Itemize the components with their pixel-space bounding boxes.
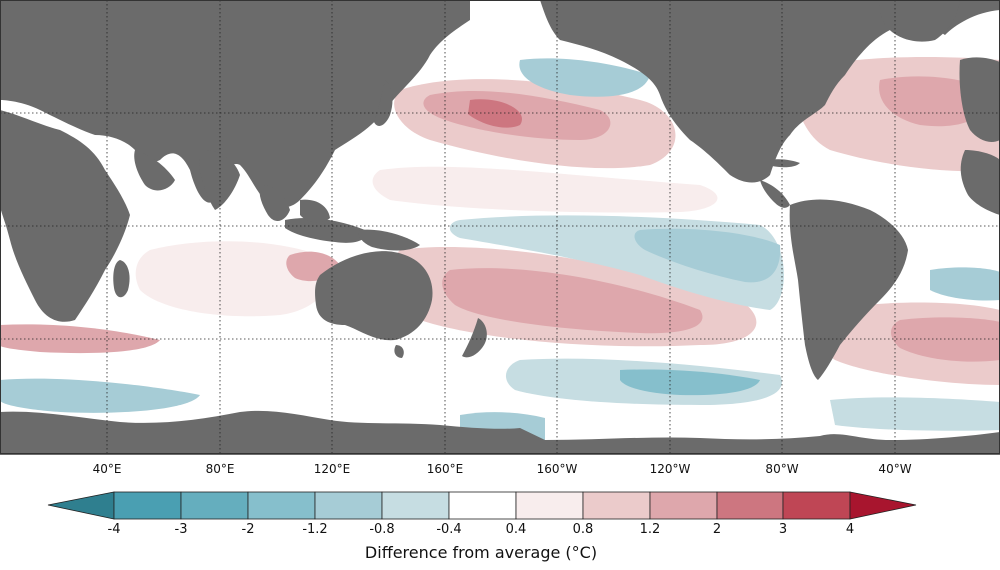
cool-patch-southern-ocean-west	[0, 378, 200, 413]
land-tasmania	[394, 345, 404, 358]
cool-anomaly-layer	[0, 58, 1000, 440]
colorbar-bin-2	[180, 491, 249, 520]
colorbar-tick-label: 1.2	[639, 522, 661, 537]
colorbar-bin-4	[314, 491, 383, 520]
colorbar-tick-label: 2	[712, 522, 722, 537]
land-africa-west-bulge	[960, 150, 1000, 215]
colorbar-bin-8	[582, 491, 651, 520]
colorbar-tick-label: 0.4	[505, 522, 527, 537]
land-eurasia	[0, 0, 470, 208]
colorbar-title: Difference from average (°C)	[364, 543, 598, 562]
warm-patch-tropical-north-pacific	[372, 166, 718, 213]
longitude-label-160w: 160°W	[536, 462, 578, 476]
land-borneo	[300, 199, 330, 223]
land-japan	[374, 80, 393, 126]
warm-patch-indian-ocean	[135, 241, 333, 317]
colorbar-bin-3	[247, 491, 316, 520]
longitude-label-120w: 120°W	[649, 462, 691, 476]
cool-patch-bering	[519, 58, 650, 97]
longitude-label-120e: 120°E	[313, 462, 351, 476]
land-layer	[0, 0, 1000, 455]
land-greenland	[879, 0, 960, 42]
colorbar-under-arrow	[47, 491, 115, 520]
land-australia	[315, 251, 433, 341]
colorbar-tick-label: -2	[241, 522, 255, 537]
colorbar-tick-label: 4	[845, 522, 855, 537]
colorbar-tick-label: -3	[174, 522, 188, 537]
warm-patch-south-atlantic-core	[891, 317, 1000, 362]
colorbar-tick-label: 0.8	[572, 522, 594, 537]
cool-patch-south-atlantic	[930, 267, 1000, 301]
colorbar-bin-6	[448, 491, 517, 520]
colorbar-tick-label: -0.4	[436, 522, 462, 537]
land-europe-west	[959, 57, 1000, 142]
longitude-label-40w: 40°W	[878, 462, 912, 476]
cool-patch-southern-ocean-core	[620, 369, 760, 396]
longitude-label-40e: 40°E	[92, 462, 122, 476]
land-new-guinea	[358, 229, 420, 251]
warm-patch-north-pacific-hot	[468, 99, 522, 128]
latitude-gridlines	[0, 0, 1000, 340]
longitude-label-80e: 80°E	[205, 462, 235, 476]
colorbar-bin-7	[515, 491, 584, 520]
colorbar-tick-label: -1.2	[302, 522, 328, 537]
sst-anomaly-map	[0, 0, 1000, 455]
land-central-america	[760, 180, 790, 208]
colorbar-bin-10	[716, 491, 784, 520]
land-madagascar	[113, 260, 130, 298]
colorbar	[47, 491, 917, 520]
colorbar-tick-label: -4	[107, 522, 121, 537]
cool-patch-east-pacific-core	[634, 228, 781, 283]
land-indonesia	[285, 218, 366, 243]
land-new-zealand	[462, 318, 487, 358]
colorbar-over-arrow	[849, 491, 917, 520]
colorbar-bin-5	[381, 491, 450, 520]
colorbar-tick-label: 3	[778, 522, 788, 537]
warm-anomaly-layer	[0, 57, 1000, 385]
warm-patch-south-pacific-core	[442, 268, 703, 334]
longitude-label-80w: 80°W	[765, 462, 799, 476]
colorbar-bin-1	[113, 491, 182, 520]
land-antarctica	[0, 410, 1000, 455]
land-southeast-asia	[259, 185, 290, 222]
land-north-america	[540, 0, 1000, 183]
land-arabia	[134, 150, 175, 191]
colorbar-bin-11	[782, 491, 851, 520]
cool-patch-weddell	[830, 397, 1000, 431]
colorbar-tick-label: -0.8	[369, 522, 395, 537]
land-south-america	[789, 199, 908, 380]
land-caribbean	[770, 159, 800, 168]
longitude-label-160e: 160°E	[426, 462, 464, 476]
land-africa	[0, 110, 130, 322]
colorbar-bin-9	[649, 491, 718, 520]
